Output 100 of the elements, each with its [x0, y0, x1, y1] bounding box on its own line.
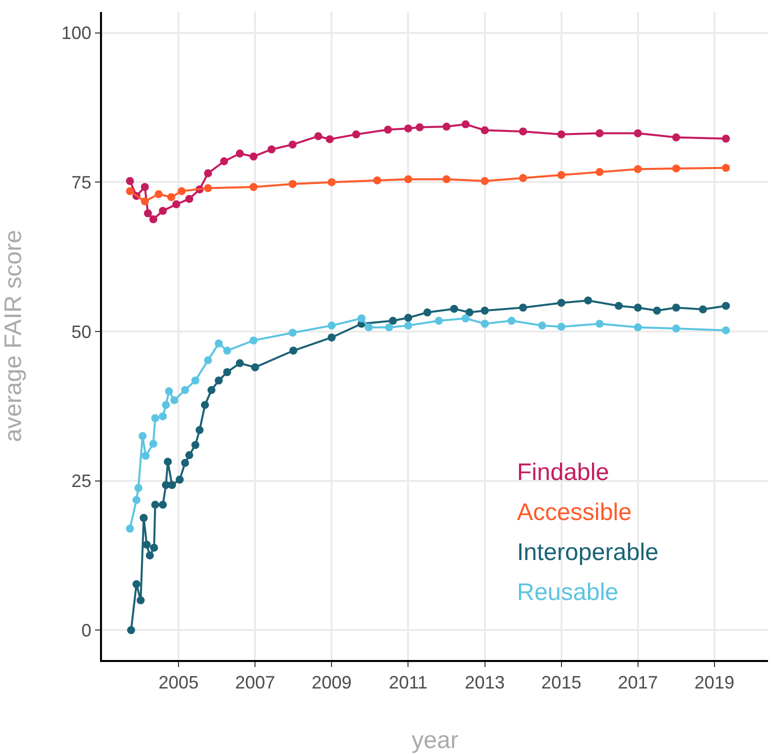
point	[151, 500, 160, 509]
point	[250, 182, 258, 191]
text: Findable	[517, 459, 610, 486]
point	[162, 400, 170, 409]
point	[220, 157, 228, 166]
x-axis-title: year	[412, 727, 458, 754]
point	[557, 298, 566, 307]
point	[214, 376, 223, 384]
point	[167, 193, 176, 202]
point	[672, 133, 680, 142]
point	[140, 514, 148, 522]
point	[672, 324, 680, 333]
point	[150, 544, 158, 552]
point	[144, 209, 152, 218]
point	[722, 302, 730, 310]
x-tick-label: 2019	[694, 672, 734, 693]
point	[404, 124, 412, 132]
y-tick-label: 25	[71, 471, 92, 492]
point	[142, 452, 150, 460]
point	[416, 123, 424, 132]
point	[634, 323, 642, 332]
point	[450, 304, 458, 313]
point	[434, 316, 443, 325]
point	[136, 596, 145, 604]
point	[508, 316, 516, 325]
point	[672, 304, 680, 312]
point	[288, 140, 297, 149]
point	[142, 540, 151, 549]
point	[268, 145, 276, 154]
point	[388, 316, 397, 325]
point	[722, 326, 730, 334]
point	[557, 130, 566, 138]
x-tick-label: 2015	[541, 672, 582, 693]
point	[614, 302, 623, 310]
point	[404, 322, 412, 330]
point	[404, 314, 412, 322]
point	[149, 215, 158, 224]
point	[146, 551, 154, 560]
point	[480, 126, 489, 134]
point	[384, 126, 392, 134]
point	[480, 306, 489, 315]
point	[158, 412, 167, 420]
point	[480, 320, 489, 328]
point	[191, 441, 200, 449]
point	[126, 177, 134, 186]
point	[181, 386, 190, 394]
point	[385, 323, 394, 332]
point	[170, 396, 178, 404]
point	[358, 314, 366, 322]
y-axis-title: average FAIR score	[0, 230, 27, 442]
point	[352, 130, 360, 138]
point	[596, 320, 604, 328]
text: Accessible	[517, 499, 632, 526]
x-tick-label: 2011	[388, 672, 428, 693]
point	[462, 314, 470, 322]
point	[423, 308, 432, 316]
point	[132, 496, 140, 504]
text: Interoperable	[517, 539, 658, 566]
point	[127, 626, 136, 634]
point	[126, 524, 134, 533]
point	[196, 426, 204, 434]
point	[204, 169, 212, 178]
point	[404, 175, 412, 184]
point	[138, 432, 147, 440]
point	[519, 304, 528, 312]
point	[634, 304, 642, 312]
x-tick-label: 2009	[312, 672, 352, 693]
point	[140, 197, 149, 206]
point	[698, 305, 707, 314]
point	[172, 200, 180, 208]
y-tick-label: 75	[71, 172, 92, 193]
point	[251, 363, 260, 372]
point	[519, 174, 528, 182]
point	[191, 376, 200, 384]
point	[250, 152, 258, 161]
point	[236, 359, 244, 368]
point	[538, 322, 546, 330]
point	[154, 190, 163, 198]
point	[178, 187, 186, 196]
point	[326, 135, 334, 144]
point	[200, 400, 209, 409]
point	[164, 458, 172, 466]
point	[288, 180, 297, 188]
x-tick-label: 2005	[158, 672, 199, 693]
point	[207, 386, 216, 394]
point	[223, 346, 232, 355]
point	[204, 184, 212, 192]
y-tick-label: 0	[81, 620, 92, 640]
point	[288, 328, 297, 337]
point	[236, 150, 244, 158]
point	[596, 129, 604, 138]
point	[519, 127, 528, 136]
point	[134, 484, 142, 492]
x-tick-label: 2013	[464, 672, 505, 693]
point	[328, 178, 336, 186]
point	[185, 451, 194, 460]
point	[181, 458, 190, 467]
point	[462, 120, 470, 128]
point	[168, 481, 176, 490]
point	[596, 168, 604, 176]
